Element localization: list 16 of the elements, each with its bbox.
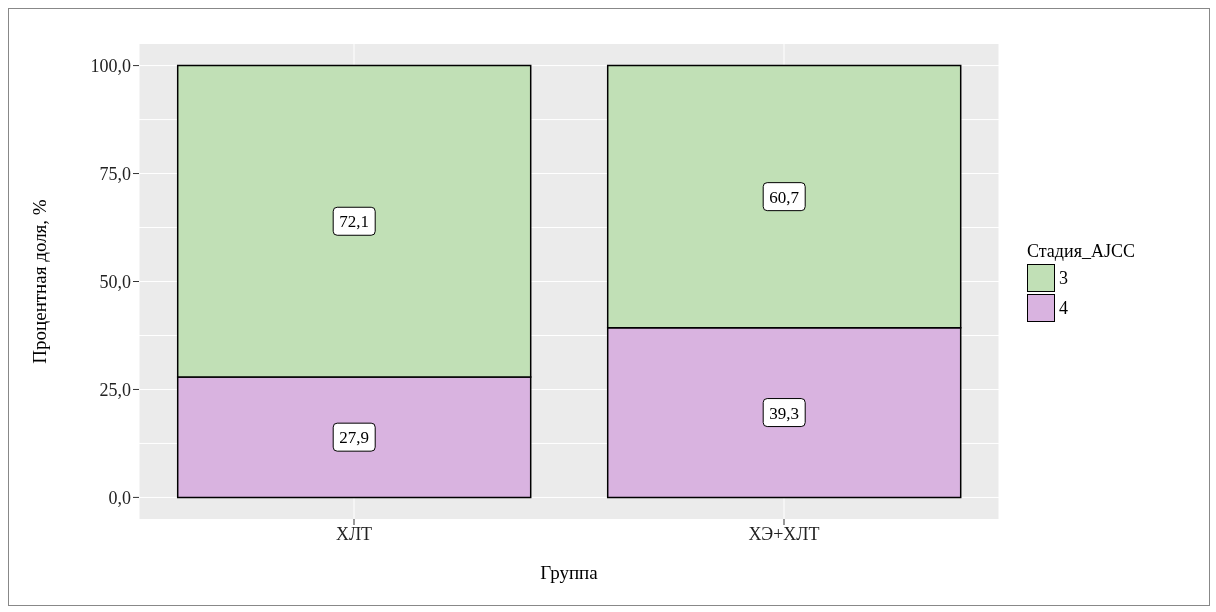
y-tick-label: 75,0 bbox=[99, 163, 131, 184]
legend-title: Стадия_AJCC bbox=[1027, 241, 1135, 262]
x-tick-label: ХЛТ bbox=[335, 523, 373, 544]
data-label: 60,7 bbox=[769, 187, 800, 207]
data-label: 39,3 bbox=[769, 403, 800, 423]
legend-label: 3 bbox=[1059, 267, 1068, 289]
y-axis-title: Процентная доля, % bbox=[28, 199, 50, 364]
x-tick-label: ХЭ+ХЛТ bbox=[748, 523, 820, 544]
data-label: 72,1 bbox=[339, 212, 370, 232]
y-tick-label: 100,0 bbox=[90, 55, 131, 76]
x-axis-title: Группа bbox=[540, 562, 599, 583]
legend-label: 4 bbox=[1059, 297, 1068, 319]
y-tick-label: 50,0 bbox=[99, 271, 131, 292]
y-tick-label: 25,0 bbox=[99, 379, 131, 400]
data-label: 27,9 bbox=[339, 428, 370, 448]
y-tick-label: 0,0 bbox=[108, 487, 131, 508]
